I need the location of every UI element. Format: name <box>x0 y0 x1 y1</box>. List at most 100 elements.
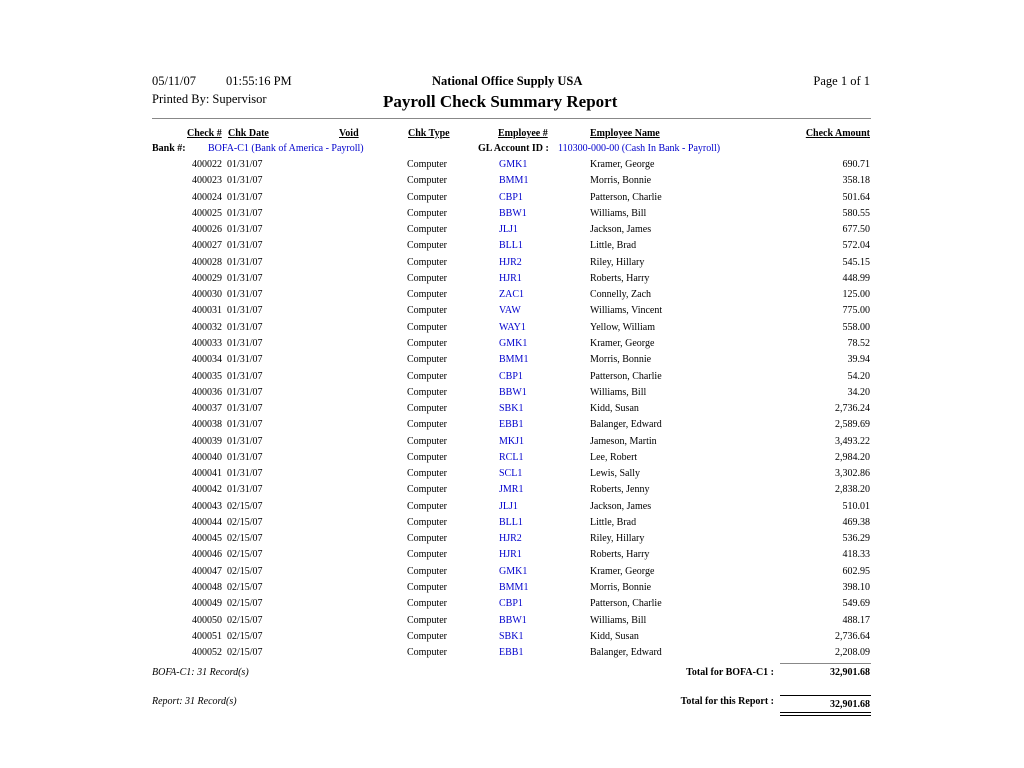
check-date: 01/31/07 <box>227 272 263 284</box>
employee-name: Riley, Hillary <box>590 533 645 545</box>
table-row: 400030 01/31/07 Computer ZAC1 Connelly, Zach… <box>0 289 1024 305</box>
col-date: Chk Date <box>228 128 269 139</box>
check-type: Computer <box>407 159 447 170</box>
check-amount: 448.99 <box>842 272 871 284</box>
table-row: 400028 01/31/07 Computer HJR2 Riley, Hillary… <box>0 257 1024 273</box>
check-type: Computer <box>407 630 447 642</box>
check-amount: 580.55 <box>842 207 871 219</box>
check-number: 400027 <box>192 240 222 252</box>
employee-name: Kidd, Susan <box>590 403 639 415</box>
employee-name: Yellow, William <box>590 321 655 333</box>
check-amount: 510.01 <box>842 500 871 512</box>
employee-number[interactable]: HJR1 <box>499 272 522 284</box>
employee-number[interactable]: JLJ1 <box>499 500 518 512</box>
check-number: 400034 <box>192 354 222 366</box>
print-time: 01:55:16 PM <box>226 74 292 88</box>
employee-number[interactable]: GMK1 <box>499 565 528 577</box>
double-underline <box>780 712 871 716</box>
employee-number[interactable]: JMR1 <box>499 484 524 496</box>
employee-number[interactable]: ZAC1 <box>499 289 524 301</box>
check-amount: 536.29 <box>842 533 871 545</box>
employee-name: Kidd, Susan <box>590 630 639 642</box>
employee-number[interactable]: JLJ1 <box>499 224 518 236</box>
check-type: Computer <box>407 370 447 382</box>
table-row: 400026 01/31/07 Computer JLJ1 Jackson, James… <box>0 224 1024 240</box>
check-type: Computer <box>407 224 447 236</box>
employee-number[interactable]: WAY1 <box>499 321 526 333</box>
employee-name: Jackson, James <box>590 224 652 236</box>
employee-name: Williams, Bill <box>590 207 647 219</box>
bank-link[interactable]: BOFA-C1 (Bank of America - Payroll) <box>208 143 364 154</box>
table-row: 400046 02/15/07 Computer HJR1 Roberts, Harry… <box>0 549 1024 565</box>
check-amount: 358.18 <box>842 175 871 187</box>
check-date: 01/31/07 <box>227 240 263 252</box>
check-type: Computer <box>407 484 447 496</box>
employee-number[interactable]: CBP1 <box>499 191 523 203</box>
check-date: 01/31/07 <box>227 289 263 301</box>
check-amount: 398.10 <box>842 582 871 594</box>
gl-link[interactable]: 110300-000-00 (Cash In Bank - Payroll) <box>558 143 721 154</box>
employee-number[interactable]: HJR2 <box>499 256 522 268</box>
table-row: 400035 01/31/07 Computer CBP1 Patterson, Cha… <box>0 371 1024 387</box>
employee-number[interactable]: BLL1 <box>499 240 523 252</box>
check-number: 400047 <box>192 565 222 577</box>
bank-total: 32,901.68 <box>830 667 870 678</box>
check-type: Computer <box>407 435 447 447</box>
check-number: 400032 <box>192 321 222 333</box>
employee-number[interactable]: CBP1 <box>499 598 523 610</box>
employee-number[interactable]: BMM1 <box>499 175 529 187</box>
employee-number[interactable]: VAW <box>499 305 521 317</box>
check-amount: 34.20 <box>847 386 871 398</box>
employee-number[interactable]: BMM1 <box>499 354 529 366</box>
employee-number[interactable]: CBP1 <box>499 370 523 382</box>
employee-number[interactable]: EBB1 <box>499 419 524 431</box>
employee-name: Kramer, George <box>590 565 655 577</box>
page-number: Page 1 of 1 <box>813 74 870 88</box>
employee-number[interactable]: BBW1 <box>499 386 527 398</box>
employee-number[interactable]: HJR2 <box>499 533 522 545</box>
check-number: 400049 <box>192 598 222 610</box>
check-amount: 572.04 <box>842 240 871 252</box>
check-amount: 3,302.86 <box>835 468 870 480</box>
check-amount: 677.50 <box>842 224 871 236</box>
employee-number[interactable]: EBB1 <box>499 647 524 659</box>
table-row: 400042 01/31/07 Computer JMR1 Roberts, Jenny… <box>0 484 1024 500</box>
col-amount: Check Amount <box>805 128 870 139</box>
employee-name: Connelly, Zach <box>590 289 652 301</box>
employee-name: Jameson, Martin <box>590 435 657 447</box>
employee-number[interactable]: HJR1 <box>499 549 522 561</box>
check-amount: 469.38 <box>842 516 871 528</box>
employee-name: Little, Brad <box>590 240 637 252</box>
table-row: 400049 02/15/07 Computer CBP1 Patterson, Cha… <box>0 598 1024 614</box>
employee-number[interactable]: GMK1 <box>499 337 528 349</box>
check-date: 01/31/07 <box>227 484 263 496</box>
company-name: National Office Supply USA <box>432 74 583 88</box>
check-date: 02/15/07 <box>227 614 263 626</box>
check-amount: 39.94 <box>847 354 871 366</box>
employee-number[interactable]: MKJ1 <box>499 435 525 447</box>
employee-number[interactable]: BMM1 <box>499 582 529 594</box>
employee-number[interactable]: SCL1 <box>499 468 523 480</box>
employee-number[interactable]: BLL1 <box>499 516 523 528</box>
employee-name: Patterson, Charlie <box>590 191 662 203</box>
employee-name: Balanger, Edward <box>590 647 662 659</box>
check-type: Computer <box>407 516 447 528</box>
check-number: 400035 <box>192 370 222 382</box>
table-row: 400040 01/31/07 Computer RCL1 Lee, Robert 2,9… <box>0 452 1024 468</box>
check-number: 400050 <box>192 614 222 626</box>
table-row: 400041 01/31/07 Computer SCL1 Lewis, Sally 3,… <box>0 468 1024 484</box>
employee-number[interactable]: BBW1 <box>499 614 527 626</box>
check-date: 02/15/07 <box>227 533 263 545</box>
employee-name: Williams, Bill <box>590 614 647 626</box>
check-number: 400038 <box>192 419 222 431</box>
employee-number[interactable]: SBK1 <box>499 630 524 642</box>
employee-number[interactable]: GMK1 <box>499 159 528 170</box>
printed-by: Printed By: Supervisor <box>152 92 267 106</box>
check-amount: 54.20 <box>847 370 871 382</box>
table-row: 400034 01/31/07 Computer BMM1 Morris, Bonnie… <box>0 354 1024 370</box>
employee-number[interactable]: BBW1 <box>499 207 527 219</box>
employee-number[interactable]: SBK1 <box>499 403 524 415</box>
check-type: Computer <box>407 468 447 480</box>
table-row: 400027 01/31/07 Computer BLL1 Little, Brad 57… <box>0 240 1024 256</box>
employee-number[interactable]: RCL1 <box>499 451 524 463</box>
